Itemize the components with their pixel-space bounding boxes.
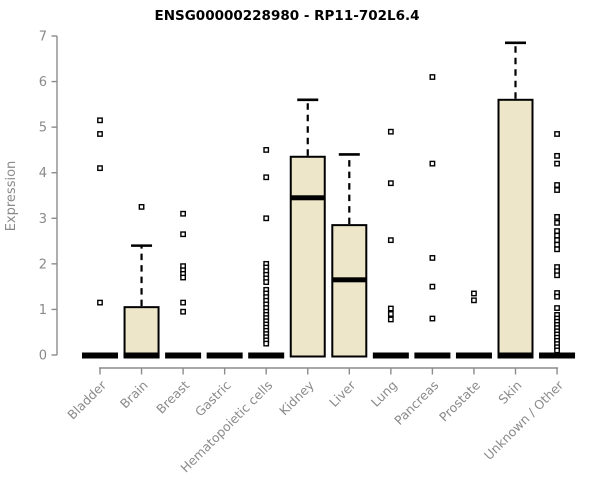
- y-tick-label: 7: [39, 30, 47, 45]
- outlier-point: [387, 237, 394, 244]
- outlier-point: [180, 210, 186, 217]
- outlier-point: [554, 241, 560, 248]
- zero-median-bar: [539, 352, 576, 359]
- median-line: [290, 195, 325, 201]
- outlier-point: [554, 232, 560, 239]
- outlier-point: [138, 203, 145, 210]
- outlier-point: [263, 279, 270, 285]
- outlier-point: [387, 316, 394, 323]
- outlier-point: [554, 131, 560, 137]
- outlier-point: [97, 165, 103, 172]
- x-tick-label: Bladder: [64, 377, 109, 422]
- outlier-point: [429, 283, 436, 290]
- zero-median-bar: [206, 352, 243, 359]
- zero-median-bar: [414, 352, 451, 359]
- outlier-point: [387, 305, 394, 312]
- y-tick-label: 3: [39, 212, 47, 227]
- chart-title: ENSG00000228980 - RP11-702L6.4: [154, 8, 419, 24]
- x-tick-label: Liver: [326, 377, 359, 410]
- box: [123, 306, 160, 358]
- outlier-point: [97, 131, 103, 137]
- x-tick-label: Breast: [153, 377, 192, 416]
- outlier-point: [471, 297, 477, 304]
- median-line: [332, 277, 367, 283]
- outlier-point: [97, 299, 103, 306]
- zero-median-bar: [372, 352, 409, 359]
- y-tick-label: 2: [39, 257, 47, 272]
- y-tick-label: 0: [39, 349, 47, 364]
- x-tick-label: Lung: [368, 378, 400, 410]
- outlier-point: [554, 214, 560, 220]
- zero-median-bar: [82, 352, 118, 359]
- outlier-point: [180, 231, 186, 238]
- outlier-point: [554, 182, 560, 188]
- x-tick-label: Pancreas: [391, 378, 441, 428]
- y-tick-label: 1: [39, 303, 47, 318]
- x-tick-label: Prostate: [436, 377, 483, 424]
- outlier-point: [554, 272, 560, 279]
- outlier-point: [429, 160, 436, 167]
- outlier-point: [387, 311, 394, 317]
- y-axis-title: Expression: [4, 161, 19, 232]
- zero-median-bar: [123, 352, 160, 359]
- outlier-point: [180, 274, 186, 281]
- outlier-point: [554, 219, 560, 226]
- outlier-point: [429, 315, 436, 322]
- zero-median-bar: [455, 352, 492, 359]
- outlier-point: [263, 340, 270, 347]
- outlier-point: [429, 74, 436, 80]
- outlier-point: [180, 308, 186, 315]
- outlier-point: [554, 293, 560, 300]
- outlier-point: [554, 347, 560, 354]
- outlier-point: [471, 290, 477, 297]
- outlier-point: [263, 174, 270, 181]
- x-tick-label: Unknown / Other: [481, 377, 567, 463]
- y-tick-label: 4: [39, 166, 47, 181]
- outlier-point: [554, 228, 560, 234]
- outlier-point: [263, 147, 270, 153]
- x-tick-label: Brain: [117, 378, 151, 412]
- outlier-point: [554, 305, 560, 311]
- box: [331, 224, 368, 358]
- zero-median-bar: [497, 352, 534, 359]
- x-tick-label: Gastric: [192, 377, 234, 419]
- outlier-point: [429, 255, 436, 261]
- outlier-point: [554, 246, 560, 253]
- outlier-point: [554, 160, 560, 167]
- y-tick-label: 5: [39, 121, 47, 136]
- outlier-point: [97, 117, 103, 124]
- box: [289, 155, 326, 358]
- outlier-point: [554, 187, 560, 193]
- zero-median-bar: [165, 352, 202, 359]
- outlier-point: [387, 180, 394, 187]
- y-tick-label: 6: [39, 75, 47, 90]
- outlier-point: [180, 299, 186, 306]
- x-tick-label: Kidney: [276, 377, 317, 418]
- outlier-point: [387, 128, 394, 135]
- zero-median-bar: [248, 352, 285, 359]
- x-tick-label: Skin: [495, 378, 524, 407]
- outlier-point: [554, 237, 560, 244]
- outlier-point: [554, 152, 560, 159]
- outlier-point: [263, 215, 270, 222]
- box: [497, 98, 534, 358]
